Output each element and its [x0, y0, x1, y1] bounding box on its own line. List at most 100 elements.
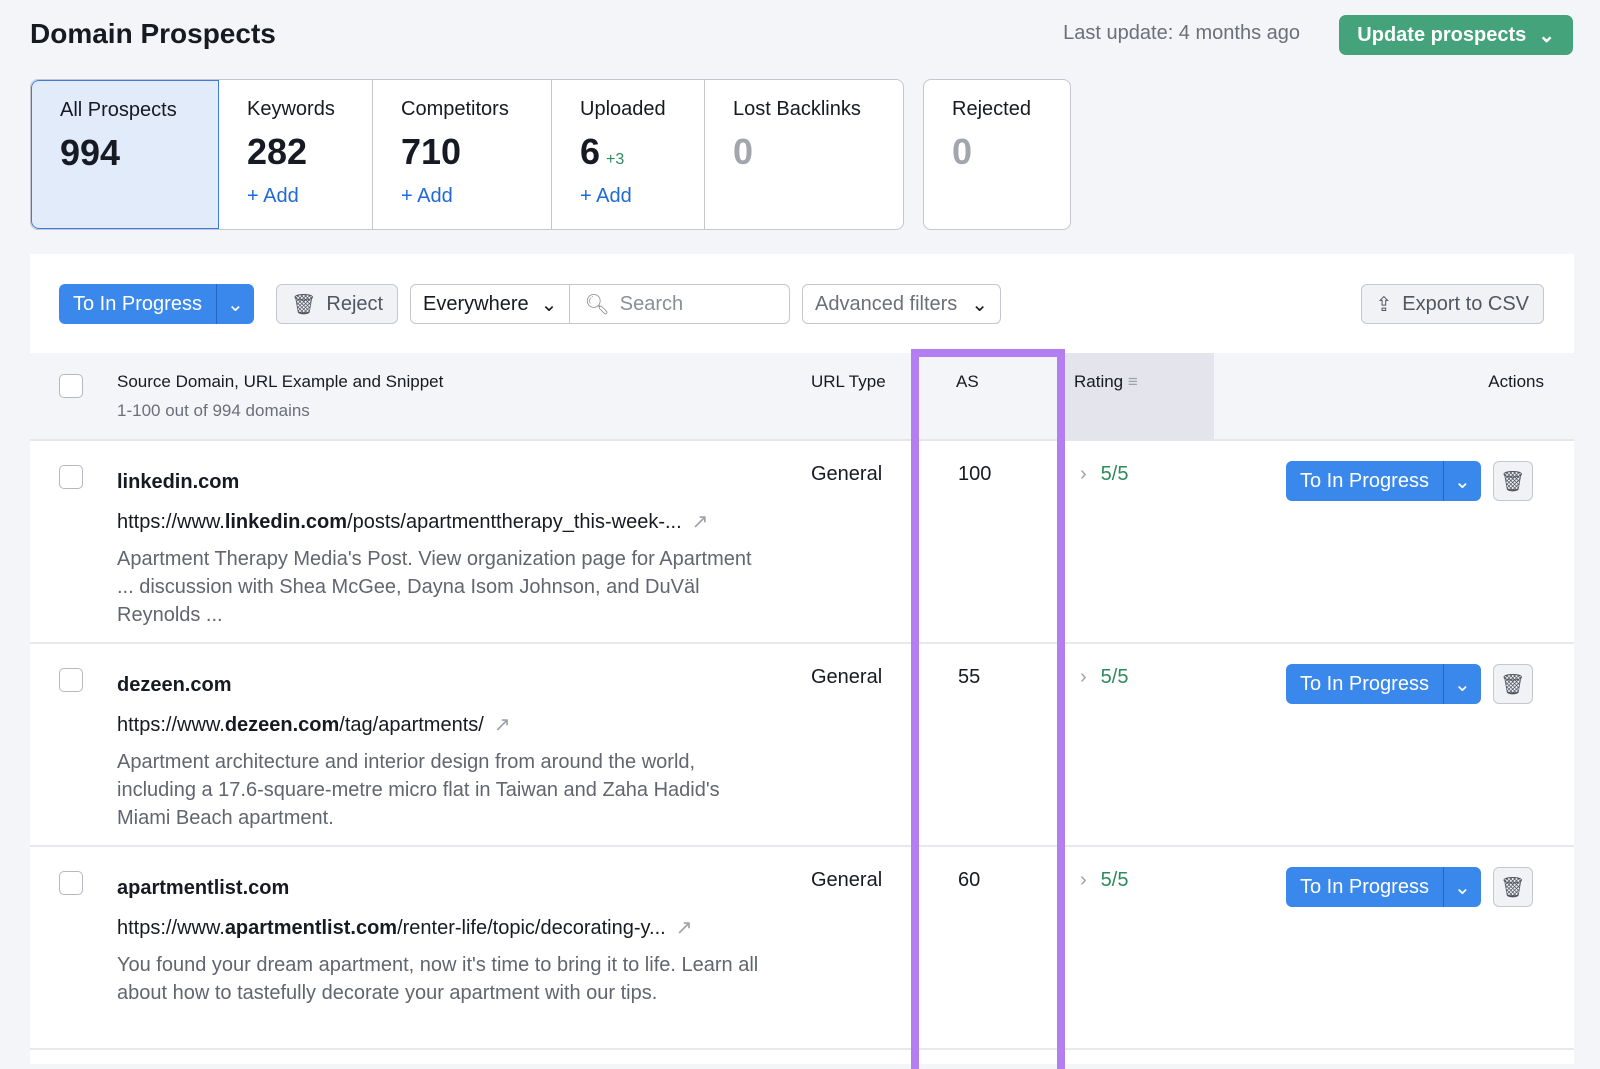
reject-label: Reject [326, 292, 384, 315]
tab-keywords[interactable]: Keywords 282 + Add [219, 80, 373, 229]
search-group: Everywhere ⌄ 🔍︎ Search [410, 284, 790, 324]
update-prospects-button[interactable]: Update prospects ⌄ [1339, 15, 1573, 55]
url-link[interactable]: https://www.apartmentlist.com/renter-lif… [117, 915, 692, 940]
card-label: Competitors [401, 98, 509, 120]
rating-value: 5/5 [1100, 666, 1129, 688]
chevron-down-icon[interactable]: ⌄ [1442, 867, 1481, 907]
prospect-tabs: All Prospects 994 Keywords 282 + Add Compet… [30, 79, 904, 230]
card-label: Uploaded [580, 98, 666, 120]
chevron-down-icon[interactable]: ⌄ [1442, 664, 1481, 704]
to-in-progress-label: To In Progress [73, 292, 202, 315]
trash-icon: 🗑 [1500, 673, 1526, 696]
advanced-filters-label: Advanced filters [815, 292, 958, 315]
chevron-down-icon: ⌄ [1538, 24, 1555, 47]
chevron-right-icon: › [1080, 463, 1087, 485]
advanced-filters-select[interactable]: Advanced filters ⌄ [802, 284, 1002, 324]
chevron-down-icon[interactable]: ⌄ [1442, 461, 1481, 501]
chevron-right-icon: › [1080, 869, 1087, 891]
page-title: Domain Prospects [30, 18, 276, 49]
url-link[interactable]: https://www.dezeen.com/tag/apartments/ ↗ [117, 712, 511, 737]
rating-sorted-bg [1064, 353, 1214, 439]
scope-value: Everywhere [423, 292, 529, 315]
col-as[interactable]: AS [956, 372, 979, 391]
rejected-group: Rejected 0 [923, 79, 1071, 230]
card-count: 710 [401, 131, 462, 172]
card-label: Lost Backlinks [733, 98, 861, 120]
url-domain: dezeen.com [224, 714, 340, 736]
tab-lost-backlinks[interactable]: Lost Backlinks 0 [705, 80, 903, 229]
to-in-progress-button[interactable]: To In Progress ⌄ [1286, 461, 1481, 501]
action-label: To In Progress [1300, 672, 1429, 695]
card-label: Rejected [952, 98, 1031, 120]
rating[interactable]: › 5/5 [1080, 869, 1128, 892]
tab-competitors[interactable]: Competitors 710 + Add [373, 80, 552, 229]
search-placeholder: Search [619, 292, 684, 315]
tab-all-prospects[interactable]: All Prospects 994 [31, 80, 219, 229]
export-csv-button[interactable]: ⇪ Export to CSV [1360, 284, 1544, 324]
url-prefix: https://www. [117, 917, 225, 939]
url-type: General [811, 666, 883, 688]
card-count: 282 [247, 131, 308, 172]
to-in-progress-button[interactable]: To In Progress ⌄ [1286, 867, 1481, 907]
sort-icon: ≡ [1127, 372, 1138, 391]
last-update: Last update: 4 months ago [1063, 22, 1300, 44]
domain: linkedin.com [117, 471, 240, 493]
url-prefix: https://www. [117, 511, 225, 533]
rating-value: 5/5 [1100, 463, 1129, 485]
add-keywords-link[interactable]: + Add [247, 185, 299, 207]
rating[interactable]: › 5/5 [1080, 666, 1128, 689]
action-label: To In Progress [1300, 875, 1429, 898]
external-link-icon[interactable]: ↗ [691, 511, 709, 533]
table-row: linkedin.com https://www.linkedin.com/po… [30, 441, 1574, 644]
trash-icon: 🗑 [291, 293, 317, 316]
col-url-type: URL Type [811, 372, 886, 391]
snippet: Apartment architecture and interior desi… [117, 751, 720, 829]
chevron-right-icon: › [1080, 666, 1087, 688]
col-source: Source Domain, URL Example and Snippet [117, 372, 444, 391]
url-prefix: https://www. [117, 714, 225, 736]
add-competitors-link[interactable]: + Add [401, 185, 453, 207]
reject-button[interactable]: 🗑 Reject [276, 284, 399, 324]
url-path: /tag/apartments/ [339, 714, 484, 736]
action-label: To In Progress [1300, 469, 1429, 492]
row-checkbox[interactable] [59, 871, 83, 895]
card-label: All Prospects [60, 99, 177, 121]
delete-button[interactable]: 🗑 [1492, 664, 1533, 704]
chevron-down-icon: ⌄ [540, 293, 558, 316]
delete-button[interactable]: 🗑 [1492, 461, 1533, 501]
to-in-progress-bulk-button[interactable]: To In Progress ⌄ [59, 284, 254, 324]
snippet: Apartment Therapy Media's Post. View org… [117, 548, 752, 626]
trash-icon: 🗑 [1500, 470, 1526, 493]
url-domain: linkedin.com [224, 511, 348, 533]
table-row: apartmentlist.com https://www.apartmentl… [30, 847, 1574, 1050]
external-link-icon[interactable]: ↗ [675, 917, 693, 939]
col-actions: Actions [1488, 372, 1544, 391]
update-label: Update prospects [1357, 23, 1527, 46]
url-type: General [811, 463, 883, 485]
external-link-icon[interactable]: ↗ [493, 714, 511, 736]
table-header: Source Domain, URL Example and Snippet 1… [30, 353, 1574, 441]
col-rating[interactable]: Rating ≡ [1074, 372, 1138, 392]
as-score: 60 [958, 869, 981, 891]
search-input[interactable]: 🔍︎ Search [570, 292, 697, 317]
domain: dezeen.com [117, 674, 232, 696]
chevron-down-icon[interactable]: ⌄ [215, 284, 254, 324]
trash-icon: 🗑 [1500, 876, 1526, 899]
add-uploaded-link[interactable]: + Add [580, 185, 632, 207]
row-checkbox[interactable] [59, 668, 83, 692]
domain-count: 1-100 out of 994 domains [117, 401, 310, 420]
upload-icon: ⇪ [1375, 293, 1393, 316]
card-delta: +3 [606, 151, 625, 168]
to-in-progress-button[interactable]: To In Progress ⌄ [1286, 664, 1481, 704]
url-link[interactable]: https://www.linkedin.com/posts/apartment… [117, 509, 708, 534]
scope-select[interactable]: Everywhere ⌄ [411, 285, 571, 323]
rating[interactable]: › 5/5 [1080, 463, 1128, 486]
tab-rejected[interactable]: Rejected 0 [924, 80, 1070, 229]
delete-button[interactable]: 🗑 [1492, 867, 1533, 907]
rating-value: 5/5 [1100, 869, 1129, 891]
tab-uploaded[interactable]: Uploaded 6 +3 + Add [552, 80, 705, 229]
row-checkbox[interactable] [59, 465, 83, 489]
select-all-checkbox[interactable] [59, 374, 83, 398]
card-count: 0 [733, 131, 754, 172]
url-domain: apartmentlist.com [224, 917, 398, 939]
